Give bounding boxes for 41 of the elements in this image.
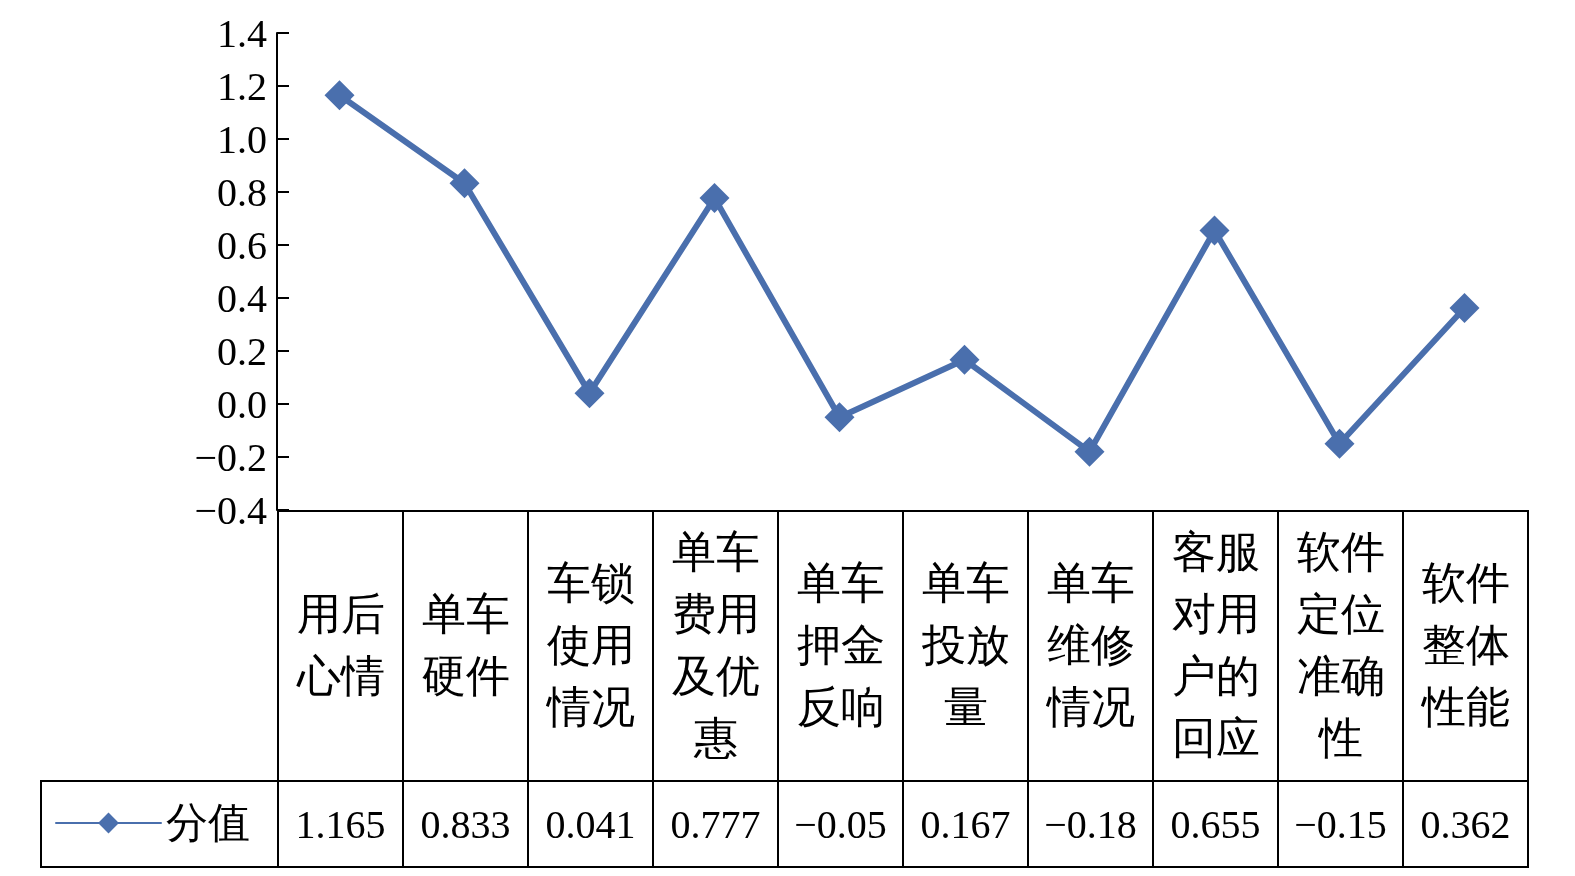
data-label: 1.165 bbox=[295, 800, 386, 848]
y-tick-label: 0.2 bbox=[217, 328, 267, 374]
data-label: 0.833 bbox=[420, 800, 511, 848]
data-label: 0.362 bbox=[1420, 800, 1511, 848]
point bbox=[949, 344, 980, 375]
y-tick-label: 0.0 bbox=[217, 381, 267, 427]
data-label: 0.777 bbox=[670, 800, 761, 848]
x-tick-label: 单车维修情况 bbox=[1045, 558, 1136, 734]
y-tick-label: 1.4 bbox=[217, 10, 267, 56]
data-label: 0.167 bbox=[920, 800, 1011, 848]
x-tick-label: 单车押金反响 bbox=[795, 558, 886, 734]
data-label: 0.041 bbox=[545, 800, 636, 848]
point bbox=[324, 80, 355, 111]
point bbox=[1324, 428, 1355, 459]
x-tick-label: 软件整体性能 bbox=[1420, 558, 1511, 734]
data-label: −0.05 bbox=[794, 800, 887, 848]
data-label: −0.15 bbox=[1294, 800, 1387, 848]
point bbox=[699, 183, 730, 214]
x-tick-label: 单车硬件 bbox=[420, 589, 511, 703]
y-tick-label: −0.2 bbox=[194, 434, 267, 480]
y-tick-label: 1.2 bbox=[217, 63, 267, 109]
y-tick-label: 0.6 bbox=[217, 222, 267, 268]
x-tick-label: 客服对用户的回应 bbox=[1170, 527, 1261, 765]
point bbox=[1449, 293, 1480, 324]
x-tick-label: 用后心情 bbox=[295, 589, 386, 703]
point bbox=[449, 168, 480, 199]
y-tick-label: 1.0 bbox=[217, 116, 267, 162]
x-tick-label: 车锁使用情况 bbox=[545, 558, 636, 734]
point bbox=[574, 378, 605, 409]
data-label: −0.18 bbox=[1044, 800, 1137, 848]
legend-label: 分值 bbox=[166, 800, 250, 846]
x-tick-label: 单车费用及优惠 bbox=[670, 527, 761, 765]
data-label: 0.655 bbox=[1170, 800, 1261, 848]
point bbox=[1199, 215, 1230, 246]
point bbox=[1074, 436, 1105, 467]
point bbox=[824, 402, 855, 433]
y-tick-label: 0.8 bbox=[217, 169, 267, 215]
x-tick-label: 软件定位准确性 bbox=[1295, 527, 1386, 765]
y-tick-label: −0.4 bbox=[194, 487, 267, 533]
x-tick-label: 单车投放量 bbox=[920, 558, 1011, 734]
y-tick-label: 0.4 bbox=[217, 275, 267, 321]
